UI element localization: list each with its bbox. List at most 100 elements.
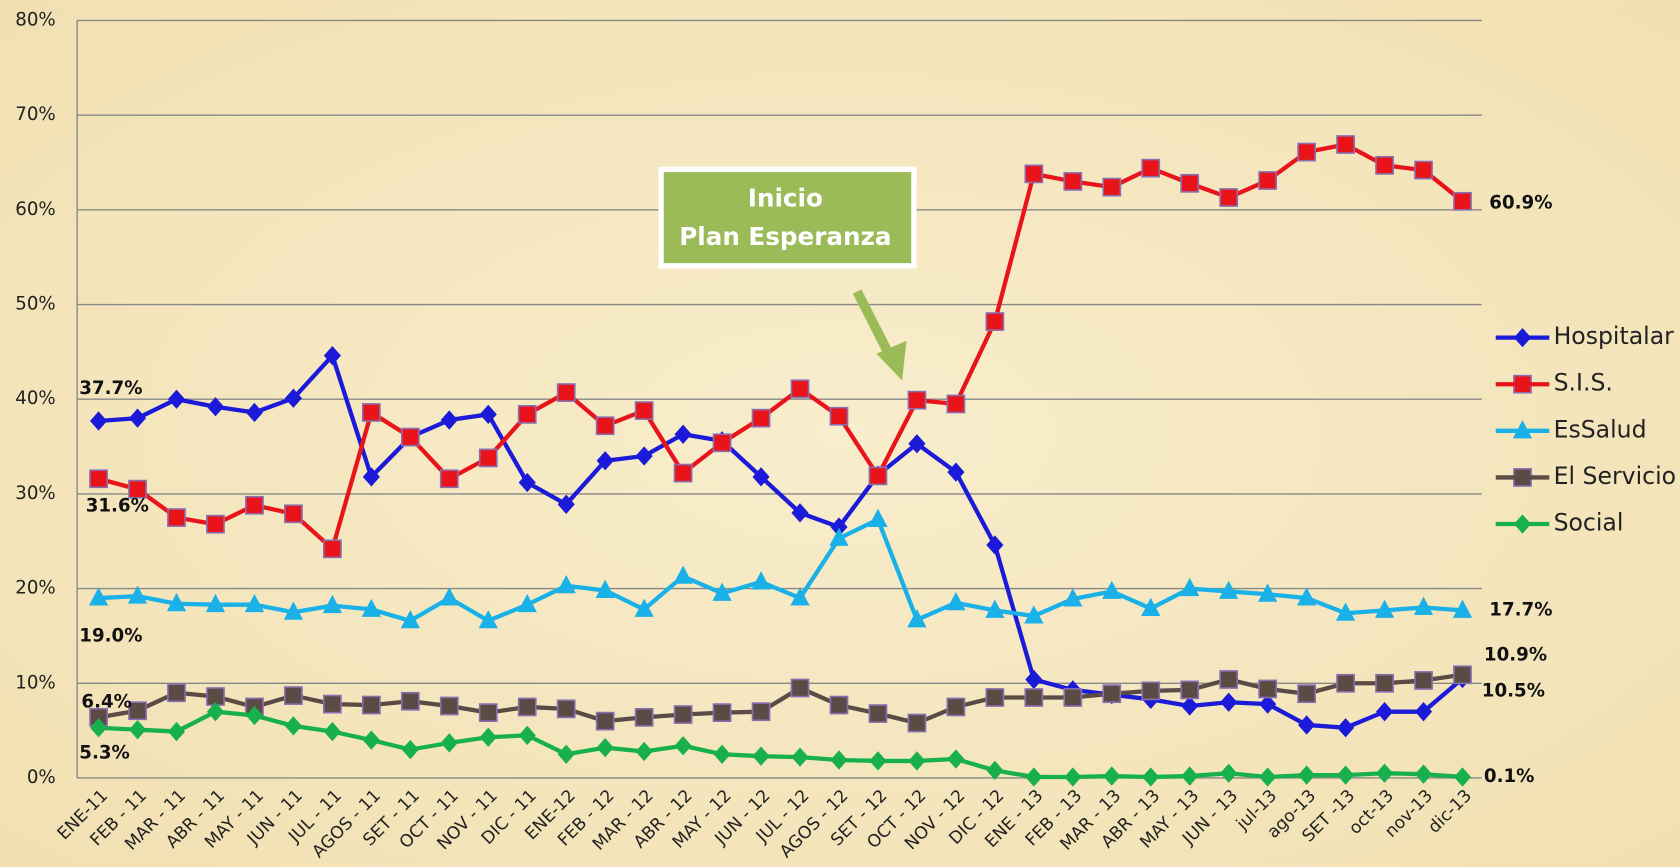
- marker: [1375, 155, 1394, 175]
- y-tick-label: 0%: [27, 767, 56, 788]
- marker: [439, 696, 459, 716]
- marker: [1142, 767, 1160, 787]
- marker: [361, 403, 381, 422]
- marker: [1298, 715, 1316, 735]
- marker: [790, 379, 810, 399]
- marker: [907, 390, 927, 410]
- marker: [557, 494, 575, 514]
- marker: [595, 711, 615, 731]
- marker: [89, 469, 108, 489]
- marker: [167, 508, 186, 527]
- marker: [673, 705, 693, 724]
- marker: [946, 394, 966, 414]
- marker: [751, 702, 771, 722]
- marker: [712, 703, 732, 723]
- marker: [283, 601, 304, 620]
- marker: [595, 416, 615, 436]
- annotation-box: [658, 166, 917, 269]
- data-label: 37.7%: [79, 378, 142, 399]
- marker: [1141, 158, 1161, 178]
- annotation-arrow: [852, 289, 907, 381]
- marker: [829, 406, 849, 426]
- marker: [1180, 680, 1200, 700]
- marker: [284, 716, 302, 736]
- marker: [1102, 684, 1122, 704]
- marker: [1452, 599, 1473, 618]
- marker: [985, 599, 1005, 618]
- marker: [1453, 665, 1472, 685]
- marker: [361, 598, 381, 617]
- marker: [829, 527, 849, 546]
- marker: [1064, 767, 1082, 787]
- marker: [946, 592, 966, 611]
- marker: [1141, 597, 1161, 616]
- marker: [517, 697, 537, 717]
- marker: [284, 686, 303, 705]
- marker: [400, 427, 420, 447]
- marker: [88, 587, 109, 606]
- marker: [595, 579, 615, 598]
- marker: [634, 598, 654, 617]
- marker: [127, 585, 148, 604]
- marker: [206, 514, 225, 534]
- marker: [985, 312, 1005, 331]
- data-label: 6.4%: [81, 691, 131, 712]
- data-label: 19.0%: [79, 626, 142, 647]
- marker: [1258, 583, 1278, 602]
- marker: [908, 434, 926, 454]
- data-label: 17.7%: [1489, 599, 1552, 620]
- marker: [556, 699, 576, 719]
- data-label: 10.9%: [1484, 644, 1547, 665]
- marker: [1297, 684, 1316, 704]
- marker: [752, 467, 770, 487]
- y-tick-label: 40%: [15, 388, 55, 409]
- marker: [1335, 602, 1356, 621]
- marker: [323, 539, 342, 559]
- marker: [986, 535, 1004, 555]
- series-line: [98, 517, 1463, 623]
- marker: [284, 388, 302, 408]
- marker: [1374, 599, 1395, 618]
- marker: [1375, 673, 1394, 693]
- marker: [401, 739, 419, 760]
- marker: [829, 695, 849, 715]
- marker: [166, 593, 187, 612]
- marker: [478, 703, 498, 723]
- data-label: 10.5%: [1482, 680, 1545, 701]
- grid: [76, 19, 1482, 779]
- marker: [323, 694, 342, 714]
- marker: [1414, 160, 1433, 180]
- marker: [1453, 191, 1472, 211]
- marker: [634, 401, 654, 420]
- data-label: 60.9%: [1489, 192, 1552, 213]
- marker: [205, 593, 226, 613]
- marker: [1063, 588, 1083, 607]
- marker: [868, 508, 888, 527]
- marker: [673, 463, 693, 483]
- marker: [1024, 688, 1044, 707]
- marker: [439, 469, 459, 489]
- marker: [1219, 188, 1239, 207]
- marker: [985, 688, 1005, 707]
- marker: [400, 610, 420, 629]
- y-tick-label: 60%: [15, 199, 55, 220]
- marker: [1414, 671, 1433, 690]
- marker: [1259, 767, 1277, 787]
- marker: [1219, 580, 1239, 599]
- marker: [1063, 172, 1083, 191]
- marker: [478, 448, 498, 468]
- marker: [908, 751, 926, 771]
- y-tick-label: 10%: [15, 672, 55, 693]
- marker: [517, 593, 537, 613]
- marker: [517, 404, 537, 424]
- marker: [1102, 177, 1122, 197]
- data-label: 5.3%: [79, 742, 129, 763]
- marker: [1181, 766, 1199, 786]
- marker: [1180, 173, 1200, 193]
- marker: [1141, 681, 1161, 701]
- marker: [1219, 670, 1239, 689]
- marker: [167, 683, 186, 703]
